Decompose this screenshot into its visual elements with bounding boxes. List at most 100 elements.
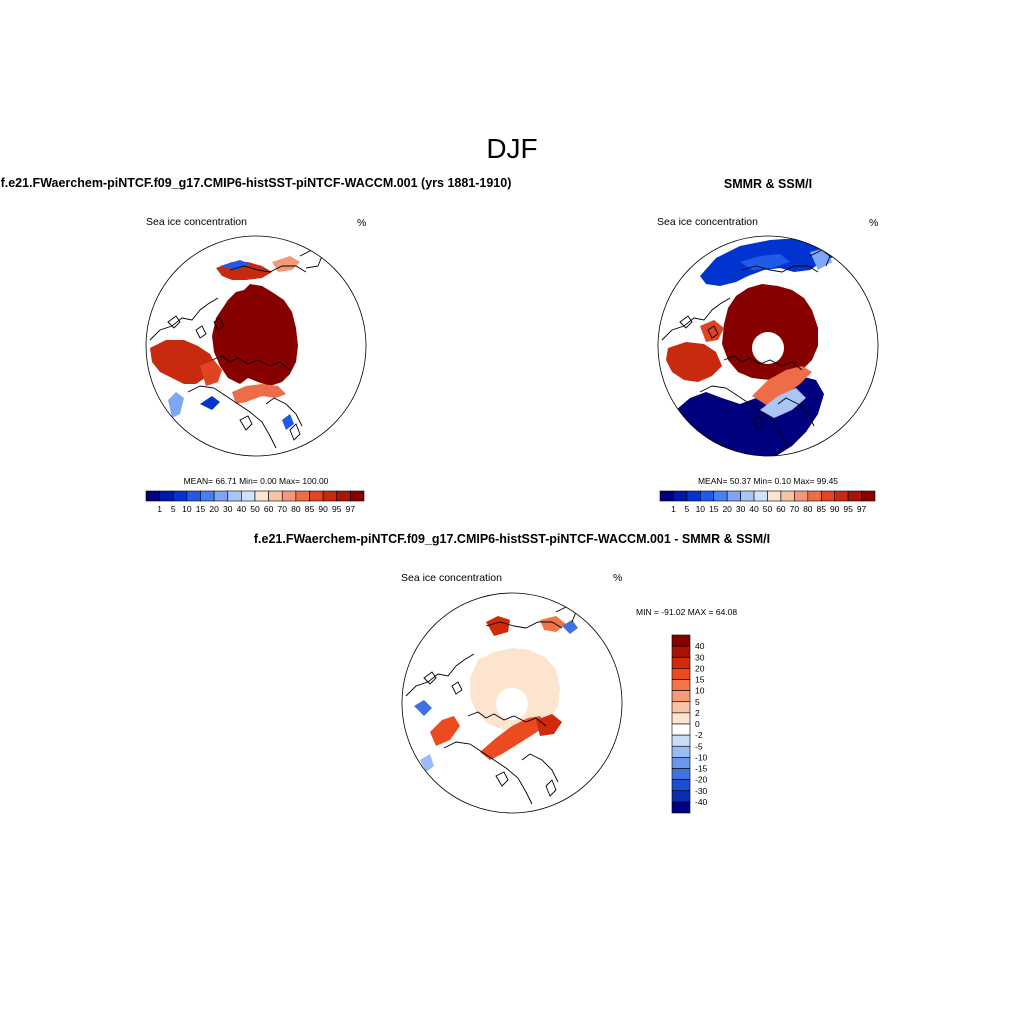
colorbar-tick-label: 60 <box>776 504 786 514</box>
colorbar-tick-label: 70 <box>278 504 288 514</box>
colorbar-tick-label: 10 <box>182 504 192 514</box>
stats-line: MEAN= 50.37 Min= 0.10 Max= 99.45 <box>698 476 838 486</box>
units-label: % <box>869 217 878 229</box>
colorbar-tick-label: 95 <box>843 504 853 514</box>
colorbar-tick-label: 5 <box>171 504 176 514</box>
diff-region <box>414 700 432 716</box>
units-label: % <box>357 217 366 229</box>
colorbar-box <box>145 490 160 502</box>
colorbar-tick-label: 80 <box>291 504 301 514</box>
ice-region <box>740 254 790 270</box>
colorbar-tick-label: 2 <box>695 708 700 718</box>
colorbar-box <box>281 490 297 502</box>
colorbar-box <box>671 723 691 736</box>
units-label: % <box>613 572 622 584</box>
colorbar-tick-label: 15 <box>695 675 705 685</box>
panel-observations: SMMR & SSM/I Sea ice concentration % <box>657 177 879 514</box>
colorbar-box <box>713 490 728 502</box>
pole-hole <box>496 688 528 720</box>
ice-region <box>150 340 216 384</box>
stats-line: MIN = -91.02 MAX = 64.08 <box>636 607 737 617</box>
panel-title: f.e21.FWaerchem-piNTCF.f09_g17.CMIP6-his… <box>1 176 512 190</box>
diff-region <box>536 714 562 736</box>
ice-region <box>700 320 724 342</box>
colorbar-box <box>671 779 691 792</box>
colorbar-box <box>671 768 691 780</box>
colorbar-tick-label: 40 <box>695 641 705 651</box>
colorbar-tick-label: 30 <box>695 652 705 662</box>
colorbar-abs-2: 1 5 10 15 20 30 40 50 60 70 80 85 90 95 97 <box>659 490 876 514</box>
colorbar-tick-label: 80 <box>803 504 813 514</box>
colorbar-tick-label: -10 <box>695 752 708 762</box>
colorbar-box <box>726 490 741 502</box>
colorbar-tick-label: 0 <box>695 719 700 729</box>
stats-line: MEAN= 66.71 Min= 0.00 Max= 100.00 <box>184 476 329 486</box>
diff-region <box>486 616 510 636</box>
panel-title: f.e21.FWaerchem-piNTCF.f09_g17.CMIP6-his… <box>254 532 770 546</box>
colorbar-box <box>671 757 691 769</box>
ice-region <box>760 388 806 418</box>
colorbar-tick-label: 20 <box>695 663 705 673</box>
colorbar-box <box>309 490 324 502</box>
colorbar-box <box>322 490 338 502</box>
colorbar-tick-label: 85 <box>817 504 827 514</box>
map-boundary <box>401 592 623 814</box>
colorbar-tick-label: 85 <box>305 504 315 514</box>
ice-region <box>200 360 222 386</box>
colorbar-box <box>700 490 715 502</box>
colorbar-box <box>794 490 809 502</box>
colorbar-box <box>241 490 256 502</box>
diff-region <box>540 616 566 632</box>
colorbar-tick-label: 70 <box>790 504 800 514</box>
colorbar-tick-label: 15 <box>709 504 719 514</box>
colorbar-box <box>213 490 229 502</box>
colorbar-tick-label: 1 <box>671 504 676 514</box>
ice-region <box>722 284 818 380</box>
colorbar-tick-label: -15 <box>695 764 708 774</box>
colorbar-box <box>686 490 701 502</box>
colorbar-box <box>861 490 876 502</box>
ice-region <box>200 396 220 410</box>
colorbar-tick-label: 50 <box>763 504 773 514</box>
polar-map <box>401 592 623 814</box>
diff-region <box>480 716 546 760</box>
colorbar-abs-1: 1 5 10 15 20 30 40 50 60 70 80 85 90 95 97 <box>145 490 365 514</box>
colorbar-box <box>336 490 351 502</box>
colorbar-tick-label: 10 <box>695 686 705 696</box>
colorbar-tick-label: -40 <box>695 797 708 807</box>
colorbar-box <box>671 679 691 691</box>
colorbar-tick-label: 40 <box>749 504 759 514</box>
diff-region <box>420 754 434 772</box>
colorbar-box <box>254 490 269 502</box>
colorbar-box <box>671 801 691 814</box>
colorbar-box <box>767 490 782 502</box>
variable-label: Sea ice concentration <box>401 572 502 584</box>
colorbar-tick-label: 20 <box>209 504 219 514</box>
pole-hole <box>752 332 784 364</box>
colorbar-tick-label: 30 <box>223 504 233 514</box>
colorbar-box <box>350 490 365 502</box>
colorbar-box <box>671 690 691 703</box>
colorbar-box <box>671 712 691 725</box>
ice-region <box>220 260 250 270</box>
colorbar-tick-label: 50 <box>250 504 260 514</box>
colorbar-box <box>186 490 201 502</box>
ice-region <box>752 366 812 406</box>
panel-difference: f.e21.FWaerchem-piNTCF.f09_g17.CMIP6-his… <box>254 532 770 814</box>
colorbar-tick-label: 5 <box>695 697 700 707</box>
colorbar-box <box>753 490 768 502</box>
variable-label: Sea ice concentration <box>146 216 247 228</box>
colorbar-box <box>780 490 795 502</box>
colorbar-tick-label: 10 <box>696 504 706 514</box>
diff-region <box>562 620 578 634</box>
figure-title: DJF <box>486 133 537 164</box>
colorbar-box <box>671 645 691 658</box>
panel-title: SMMR & SSM/I <box>724 177 812 191</box>
colorbar-box <box>671 656 691 669</box>
colorbar-tick-label: 97 <box>857 504 867 514</box>
colorbar-box <box>295 490 310 502</box>
colorbar-tick-label: -2 <box>695 730 703 740</box>
colorbar-box <box>671 734 691 747</box>
colorbar-tick-label: -5 <box>695 741 703 751</box>
